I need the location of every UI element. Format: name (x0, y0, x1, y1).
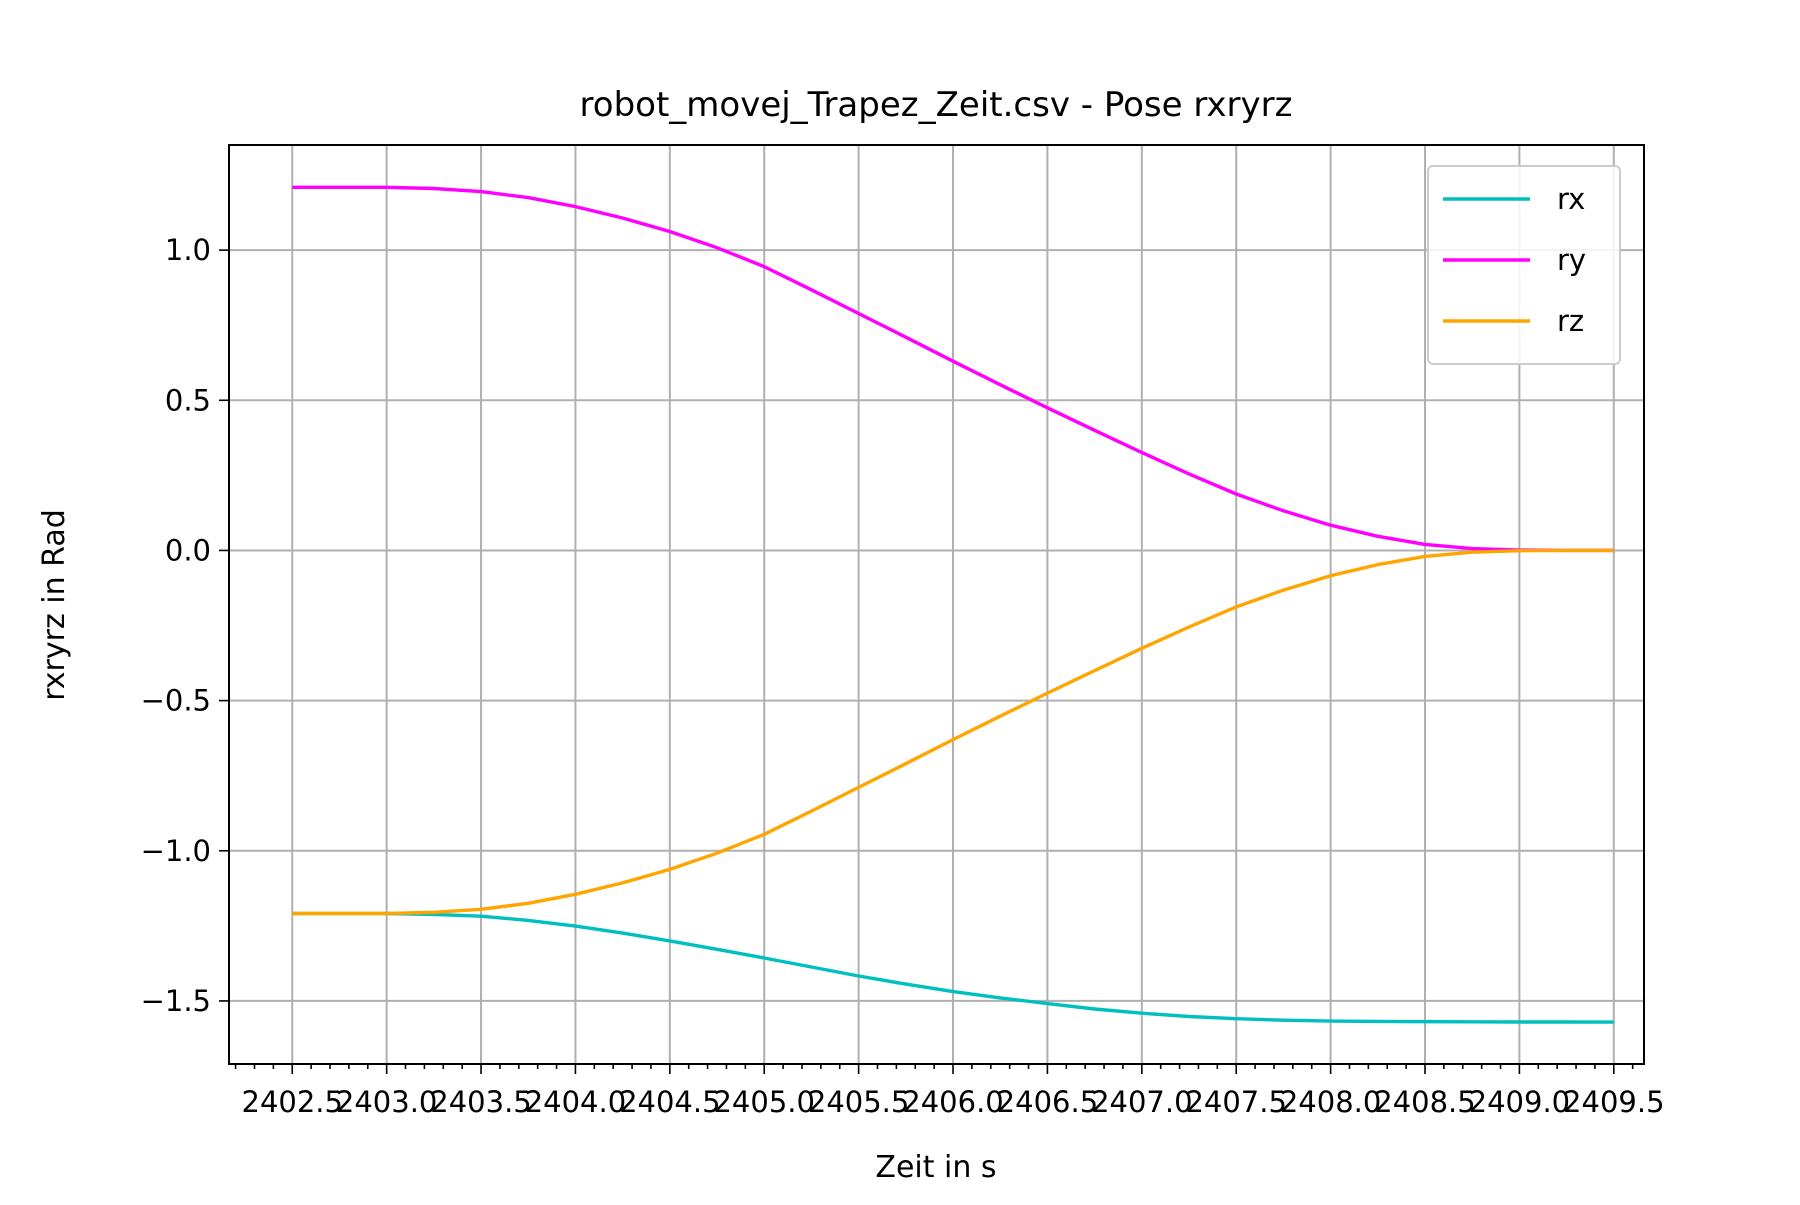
legend-box (1427, 165, 1621, 365)
axis-ticks: 2402.52403.02403.52404.02404.52405.02405… (141, 233, 1665, 1119)
x-tick-label: 2408.0 (1280, 1085, 1381, 1119)
y-tick-label: 0.5 (165, 383, 211, 417)
series-lines (292, 185, 1614, 1024)
x-tick-label: 2403.5 (430, 1085, 531, 1119)
x-tick-label: 2409.5 (1563, 1085, 1664, 1119)
plot-frame (228, 144, 1645, 1065)
x-tick-label: 2404.5 (619, 1085, 720, 1119)
x-tick-label: 2408.5 (1374, 1085, 1475, 1119)
series-line-ry (292, 185, 1614, 553)
x-tick-label: 2406.5 (997, 1085, 1098, 1119)
x-tick-label: 2404.0 (525, 1085, 626, 1119)
x-tick-label: 2403.0 (336, 1085, 437, 1119)
y-tick-label: 1.0 (165, 233, 211, 267)
y-tick-label: −1.5 (141, 984, 211, 1018)
legend-label-rx: rx (1557, 182, 1585, 216)
x-axis-label: Zeit in s (875, 1150, 996, 1185)
x-tick-label: 2409.0 (1469, 1085, 1570, 1119)
y-tick-label: −0.5 (141, 684, 211, 718)
series-line-rz (292, 548, 1614, 916)
x-tick-label: 2405.5 (808, 1085, 909, 1119)
y-tick-label: −1.0 (141, 834, 211, 868)
legend-label-rz: rz (1557, 304, 1584, 338)
legend: rx ry rz (1427, 165, 1621, 365)
y-tick-label: 0.0 (165, 533, 211, 567)
x-tick-label: 2407.5 (1185, 1085, 1286, 1119)
x-tick-label: 2406.0 (902, 1085, 1003, 1119)
series-line-rx (292, 911, 1614, 1024)
chart-title: robot_movej_Trapez_Zeit.csv - Pose rxryr… (580, 85, 1293, 125)
legend-label-ry: ry (1557, 243, 1586, 277)
y-axis-label: rxryrz in Rad (37, 509, 72, 700)
x-tick-label: 2405.0 (713, 1085, 814, 1119)
x-tick-label: 2402.5 (242, 1085, 343, 1119)
x-tick-label: 2407.0 (1091, 1085, 1192, 1119)
grid (229, 145, 1644, 1064)
